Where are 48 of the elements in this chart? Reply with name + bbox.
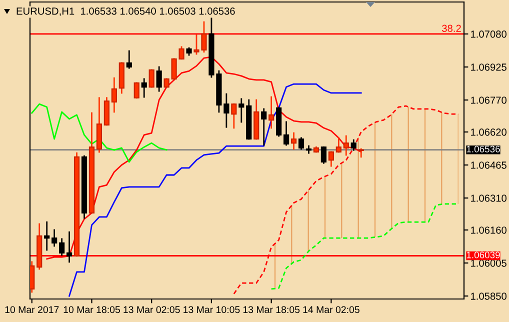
candlestick: [290, 132, 297, 150]
candlestick: [350, 139, 356, 151]
candlestick: [104, 97, 110, 126]
ref-line-label: 1.06039: [466, 252, 500, 258]
x-tick-label: 13 Mar 02:05: [124, 306, 180, 314]
candlestick: [298, 137, 304, 150]
candlestick: [134, 82, 140, 99]
candlestick: [44, 221, 50, 251]
x-tick-label: 10 Mar 2017: [5, 306, 59, 314]
candlestick: [268, 96, 274, 129]
candlestick: [141, 78, 147, 98]
y-tick-label: 1.05850: [471, 292, 507, 300]
ref-line-label: 1.06536: [466, 146, 500, 152]
y-tick-label: 1.06770: [471, 96, 507, 104]
candlestick: [358, 148, 364, 158]
candlestick: [30, 261, 35, 293]
candlestick: [126, 50, 132, 69]
candlestick: [343, 135, 349, 156]
y-tick-label: 1.06310: [471, 194, 507, 202]
y-tick-label: 1.06925: [471, 64, 506, 71]
line-series: [68, 83, 362, 297]
candlestick: [231, 103, 237, 129]
candlestick: [66, 231, 72, 263]
x-tick-label: 13 Mar 18:05: [243, 306, 300, 314]
candlestick: [111, 77, 117, 113]
x-tick-label: 10 Mar 18:05: [64, 306, 120, 314]
candlestick: [238, 98, 244, 123]
y-tick-label: 1.06465: [471, 162, 506, 169]
x-tick-label: 13 Mar 10:05: [184, 306, 240, 314]
x-tick-label: 14 Mar 02:05: [303, 306, 360, 314]
candlestick: [52, 229, 58, 247]
candlestick: [320, 146, 326, 164]
candlestick: [148, 69, 154, 88]
y-tick-label: 1.06160: [471, 226, 507, 234]
candlestick: [59, 238, 65, 256]
candlestick: [261, 108, 267, 146]
candlestick: [336, 137, 342, 153]
line-series: [31, 103, 168, 163]
y-tick-label: 1.06005: [471, 260, 506, 267]
candlestick: [306, 145, 312, 154]
y-tick-label: 1.07080: [471, 30, 507, 38]
candlestick: [224, 93, 230, 128]
chart-title: EURUSD,H1 1.06533 1.06540 1.06503 1.06536: [16, 8, 235, 16]
candlestick: [156, 66, 162, 92]
annotation: 38.2: [442, 24, 461, 32]
candlestick: [328, 151, 334, 167]
candlestick: [283, 121, 290, 146]
y-tick-label: 1.06620: [471, 128, 507, 136]
